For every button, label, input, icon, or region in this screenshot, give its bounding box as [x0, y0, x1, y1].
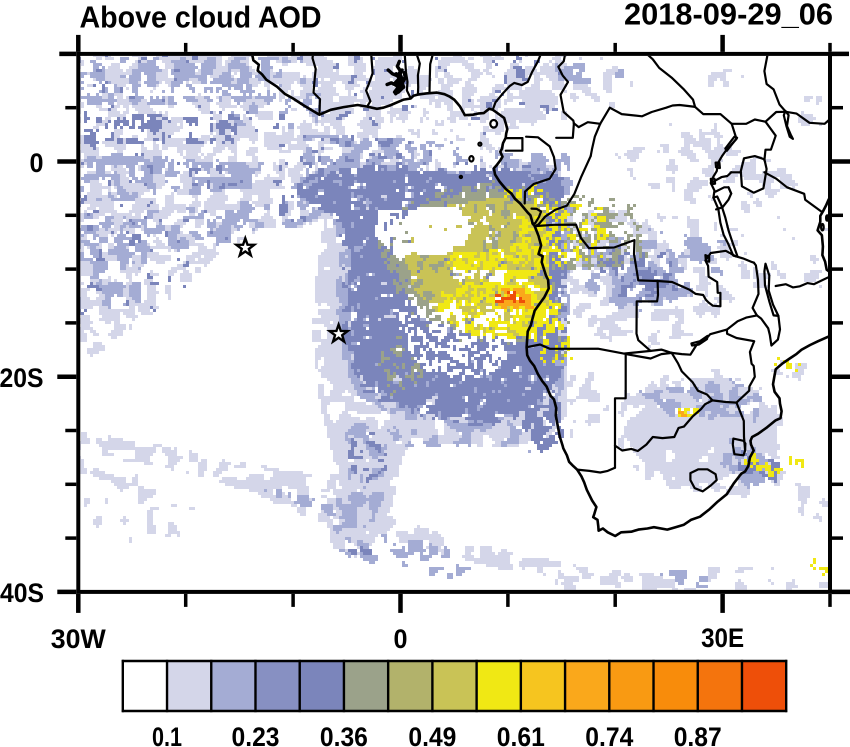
svg-text:0.61: 0.61 [497, 722, 545, 747]
svg-text:Above cloud AOD: Above cloud AOD [80, 0, 322, 35]
svg-text:0.1: 0.1 [152, 722, 182, 747]
svg-text:20S: 20S [0, 363, 44, 393]
svg-text:0: 0 [394, 624, 408, 654]
svg-text:0.74: 0.74 [585, 722, 633, 747]
svg-text:2018-09-29_06: 2018-09-29_06 [624, 0, 833, 32]
svg-text:0.23: 0.23 [232, 722, 280, 747]
svg-text:0.49: 0.49 [408, 722, 456, 747]
svg-text:0.87: 0.87 [674, 722, 722, 747]
svg-text:30W: 30W [51, 624, 106, 654]
svg-text:0: 0 [30, 148, 44, 178]
svg-text:30E: 30E [701, 623, 744, 653]
svg-text:40S: 40S [0, 578, 44, 608]
svg-text:0.36: 0.36 [320, 722, 368, 747]
